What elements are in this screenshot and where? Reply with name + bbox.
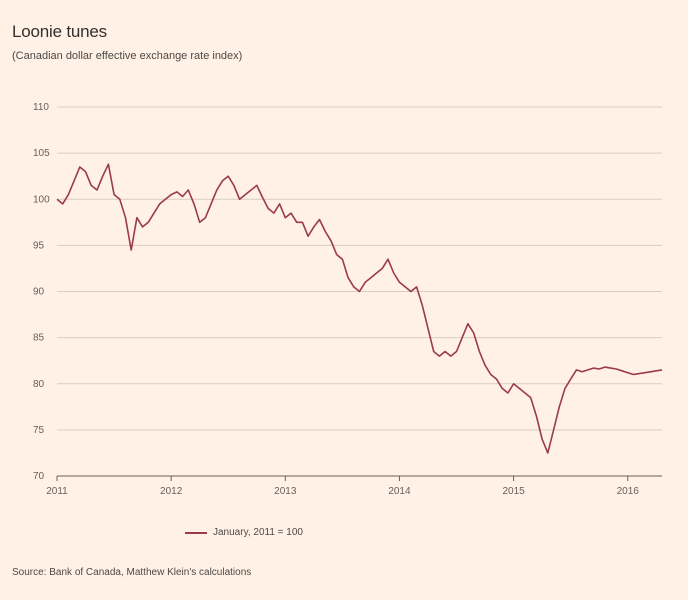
legend-label: January, 2011 = 100 <box>213 527 303 538</box>
y-tick-label: 105 <box>33 148 50 159</box>
legend-swatch <box>185 531 207 534</box>
x-tick-label: 2015 <box>502 486 525 497</box>
y-tick-label: 85 <box>33 333 45 344</box>
x-tick-label: 2013 <box>274 486 297 497</box>
x-tick-label: 2014 <box>388 486 411 497</box>
y-tick-label: 95 <box>33 240 45 251</box>
chart-subtitle: (Canadian dollar effective exchange rate… <box>12 50 243 62</box>
legend: January, 2011 = 100 <box>185 527 303 538</box>
grid-layer <box>57 106 662 431</box>
source-note: Source: Bank of Canada, Matthew Klein's … <box>12 567 252 578</box>
series-line-0 <box>56 163 663 454</box>
axis-layer: 70 75 80 85 90 95 100 105 110 2011 2012 2013 2014 201… <box>33 102 662 497</box>
chart-title: Loonie tunes <box>12 22 107 41</box>
y-tick-label: 100 <box>33 194 50 205</box>
y-tick-label: 110 <box>33 102 49 113</box>
y-tick-label: 75 <box>33 425 45 436</box>
x-tick-label: 2016 <box>617 486 640 497</box>
x-tick-label: 2012 <box>160 486 183 497</box>
y-tick-label: 80 <box>33 379 45 390</box>
x-tick-label: 2011 <box>46 486 68 497</box>
series-layer <box>56 163 663 454</box>
y-tick-label: 90 <box>33 287 45 298</box>
y-tick-label: 70 <box>33 471 45 482</box>
